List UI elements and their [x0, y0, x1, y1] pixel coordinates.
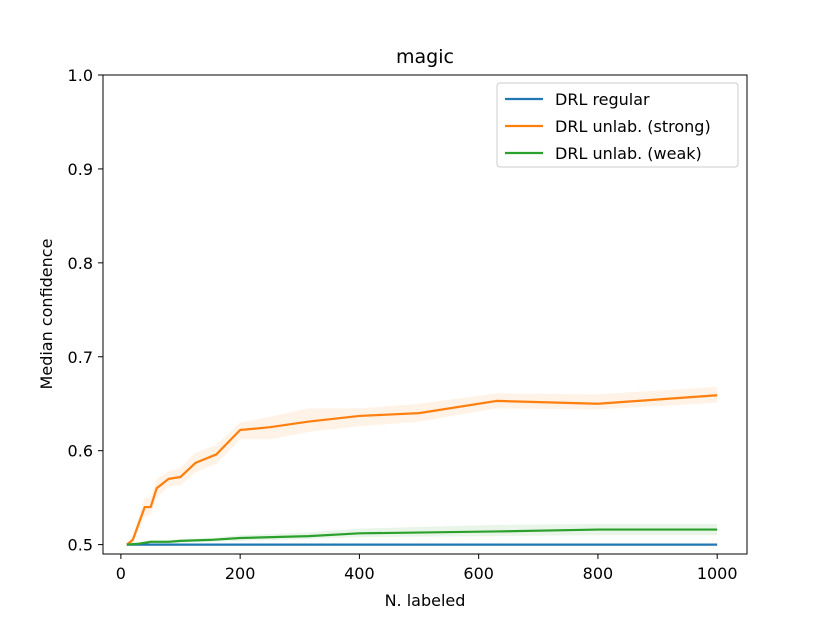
legend-label-drl-regular: DRL regular [555, 90, 650, 109]
x-axis-ticks: 0 200 400 600 800 1000 [116, 554, 738, 583]
legend: DRL regular DRL unlab. (strong) DRL unlab.… [496, 82, 739, 168]
x-axis-label: N. labeled [385, 591, 466, 610]
x-tick-label: 800 [583, 564, 614, 583]
band-drl-unlab-strong [126, 386, 718, 545]
y-tick-label: 0.9 [68, 160, 93, 179]
x-tick-label: 0 [116, 564, 126, 583]
plot-frame [102, 74, 748, 555]
y-axis-ticks: 0.5 0.6 0.7 0.8 0.9 1.0 [68, 66, 103, 555]
y-tick-label: 0.8 [68, 254, 93, 273]
chart-title: magic [396, 46, 454, 68]
y-tick-label: 0.6 [68, 442, 93, 461]
confidence-bands [126, 386, 718, 546]
legend-label-drl-unlab-strong: DRL unlab. (strong) [555, 117, 711, 136]
line-drl-unlab-strong [126, 394, 718, 546]
y-tick-label: 0.7 [68, 348, 93, 367]
band-drl-unlab-weak [126, 523, 718, 546]
legend-box [496, 82, 739, 168]
x-tick-label: 600 [463, 564, 494, 583]
x-tick-label: 1000 [697, 564, 738, 583]
y-axis-label: Median confidence [37, 239, 56, 390]
series-lines [126, 394, 718, 546]
y-tick-label: 0.5 [68, 536, 93, 555]
legend-label-drl-unlab-weak: DRL unlab. (weak) [555, 144, 702, 163]
x-tick-label: 400 [344, 564, 375, 583]
line-drl-unlab-weak [126, 528, 718, 546]
x-tick-label: 200 [225, 564, 256, 583]
y-tick-label: 1.0 [68, 66, 93, 85]
